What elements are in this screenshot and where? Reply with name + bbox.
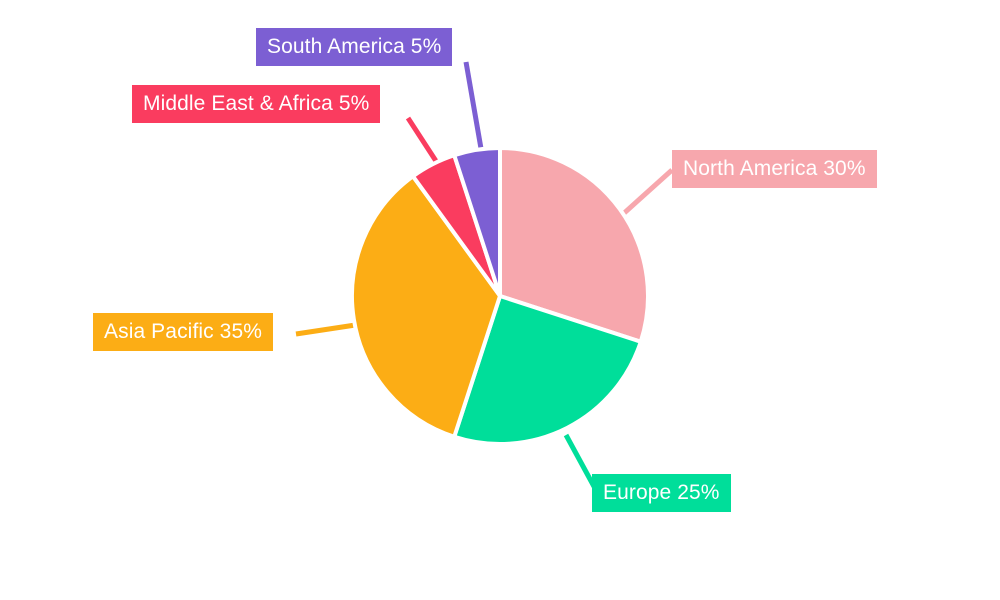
pie-slices [350, 146, 650, 446]
callout-south-america[interactable]: South America 5% [256, 28, 453, 66]
leader-line-europe [563, 433, 600, 494]
callout-middle-east-africa[interactable]: Middle East & Africa 5% [132, 85, 381, 123]
callout-europe[interactable]: Europe 25% [592, 474, 731, 512]
leader-line-north-america [620, 168, 674, 217]
pie-slice[interactable] [350, 174, 502, 439]
leader-line-asia-pacific [295, 321, 363, 337]
pie-slice[interactable] [452, 294, 643, 446]
callout-north-america[interactable]: North America 30% [672, 150, 877, 188]
callout-asia-pacific[interactable]: Asia Pacific 35% [93, 313, 274, 351]
leader-line-south-america [463, 61, 486, 161]
pie-slice[interactable] [452, 146, 502, 298]
pie-slice[interactable] [498, 146, 650, 344]
